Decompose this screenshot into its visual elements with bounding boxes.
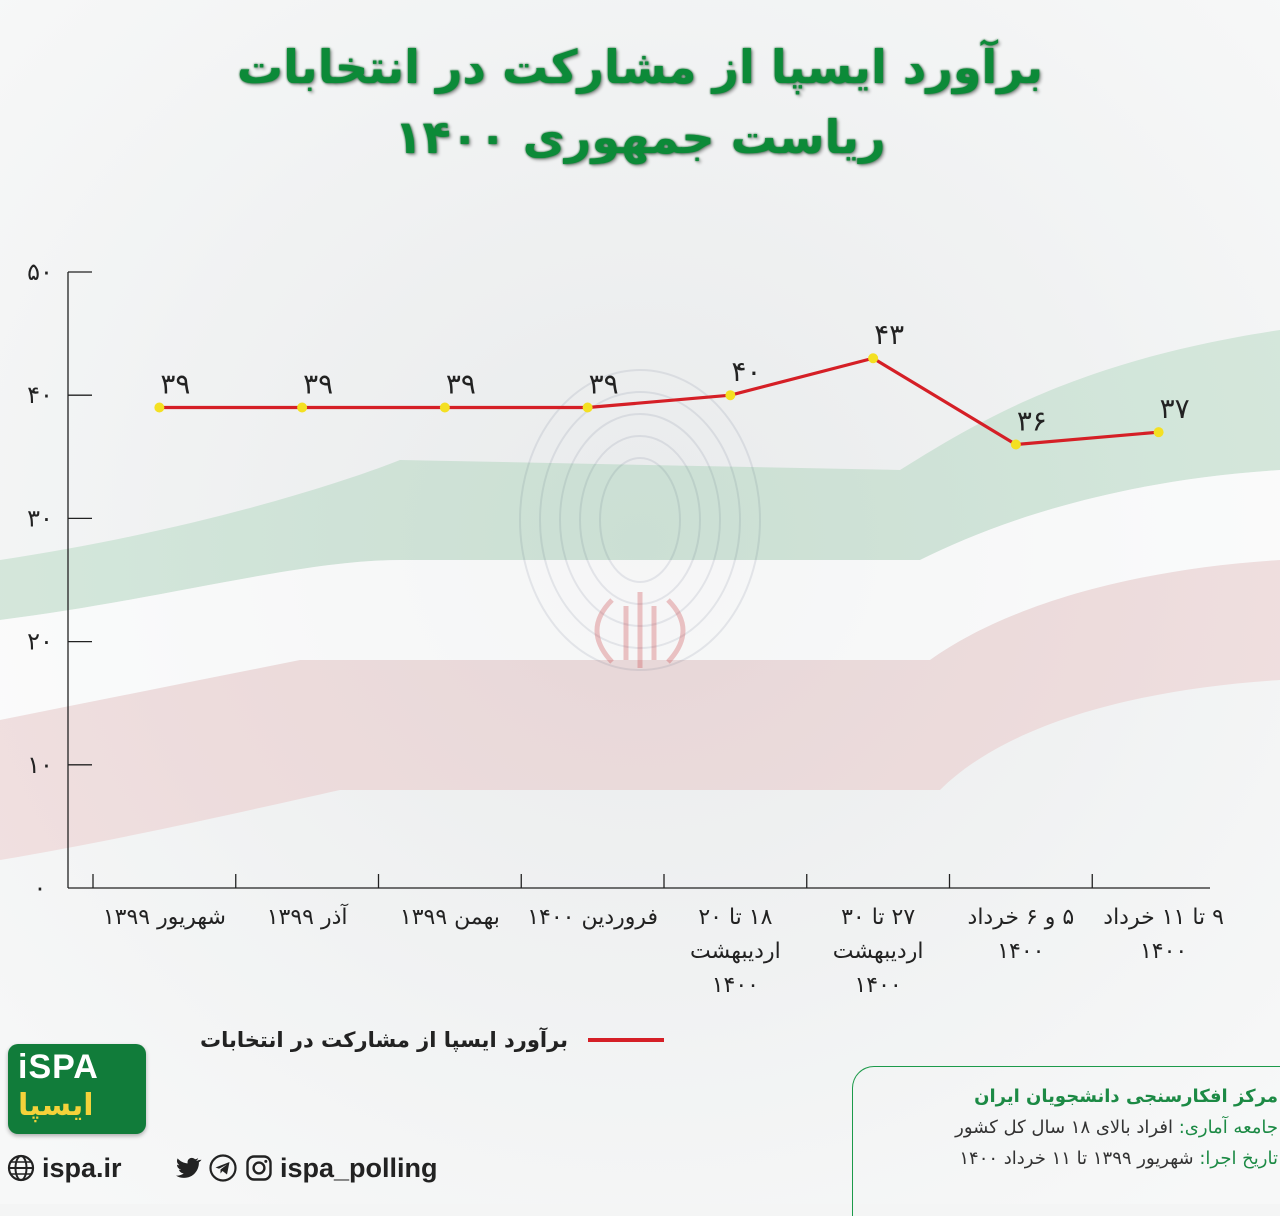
x-tick-label: ۲۷ تا ۳۰ [841,905,915,930]
y-tick-label: ۵۰ [27,258,53,286]
data-point [582,402,593,413]
x-tick-label: شهریور ۱۳۹۹ [103,905,226,930]
data-label: ۴۳ [874,318,904,351]
y-tick-label: ۱۰ [27,751,53,779]
twitter-icon [176,1157,202,1178]
data-label: ۳۷ [1160,392,1190,425]
data-point [297,402,308,413]
instagram-icon [246,1155,272,1181]
x-tick-label: بهمن ۱۳۹۹ [400,905,500,930]
footer-social[interactable]: ispa_polling [172,1148,438,1188]
info-date-key: تاریخ اجرا: [1199,1148,1278,1169]
chart-title-line2: ریاست جمهوری ۱۴۰۰ [394,110,886,164]
ispa-logo: iSPA ایسپا [8,1044,146,1134]
x-tick-label: ۱۸ تا ۲۰ [698,905,772,930]
series-line [159,356,1159,447]
data-point [1010,439,1021,450]
x-tick-label: ۵ و ۶ خرداد [968,905,1075,930]
x-tick-label: ۹ تا ۱۱ خرداد [1103,905,1224,930]
data-label: ۴۰ [731,355,761,388]
x-tick-label: ۱۴۰۰ [997,939,1044,964]
data-label: ۳۶ [1017,404,1047,437]
x-tick-label: آذر ۱۳۹۹ [267,903,349,930]
info-population: جامعه آماری: افراد بالای ۱۸ سال کل کشور [863,1112,1278,1143]
globe-icon [7,1154,35,1182]
y-tick-label: ۳۰ [27,504,53,532]
telegram-icon [209,1154,237,1182]
data-label: ۳۹ [303,368,333,401]
logo-latin: iSPA [18,1048,99,1086]
chart-legend: برآورد ایسپا از مشارکت در انتخابات [200,1020,710,1060]
x-tick-label: ۱۴۰۰ [854,973,901,998]
logo-persian: ایسپا [18,1088,94,1123]
info-population-value: افراد بالای ۱۸ سال کل کشور [955,1117,1173,1138]
x-tick-label: اردیبهشت [690,939,781,964]
info-date: تاریخ اجرا: شهریور ۱۳۹۹ تا ۱۱ خرداد ۱۴۰۰ [863,1143,1278,1174]
data-point [154,402,165,413]
data-label: ۳۹ [446,368,476,401]
info-date-value: شهریور ۱۳۹۹ تا ۱۱ خرداد ۱۴۰۰ [959,1148,1194,1169]
data-label: ۳۹ [160,368,190,401]
info-org: مرکز افکارسنجی دانشجویان ایران [974,1086,1278,1107]
info-population-key: جامعه آماری: [1178,1117,1278,1138]
legend-swatch [588,1038,665,1042]
y-tick-label: ۲۰ [27,628,53,656]
x-tick-label: اردیبهشت [833,939,924,964]
data-point [1153,427,1164,438]
data-point [725,390,736,401]
chart-title-line1: برآورد ایسپا از مشارکت در انتخابات [236,40,1044,94]
legend-label: برآورد ایسپا از مشارکت در انتخابات [200,1028,569,1052]
data-point [868,353,879,364]
x-tick-label: ۱۴۰۰ [1140,939,1187,964]
data-label: ۳۹ [589,368,619,401]
info-box: مرکز افکارسنجی دانشجویان ایران جامعه آما… [852,1066,1280,1216]
y-tick-label: ۰ [34,874,47,902]
data-point [439,402,450,413]
social-handle-text: ispa_polling [280,1152,438,1183]
website-text: ispa.ir [42,1152,122,1183]
x-tick-label: ۱۴۰۰ [712,973,759,998]
footer-website[interactable]: ispa.ir [6,1148,122,1188]
x-tick-label: فروردین ۱۴۰۰ [527,905,658,930]
y-tick-label: ۴۰ [27,381,53,409]
